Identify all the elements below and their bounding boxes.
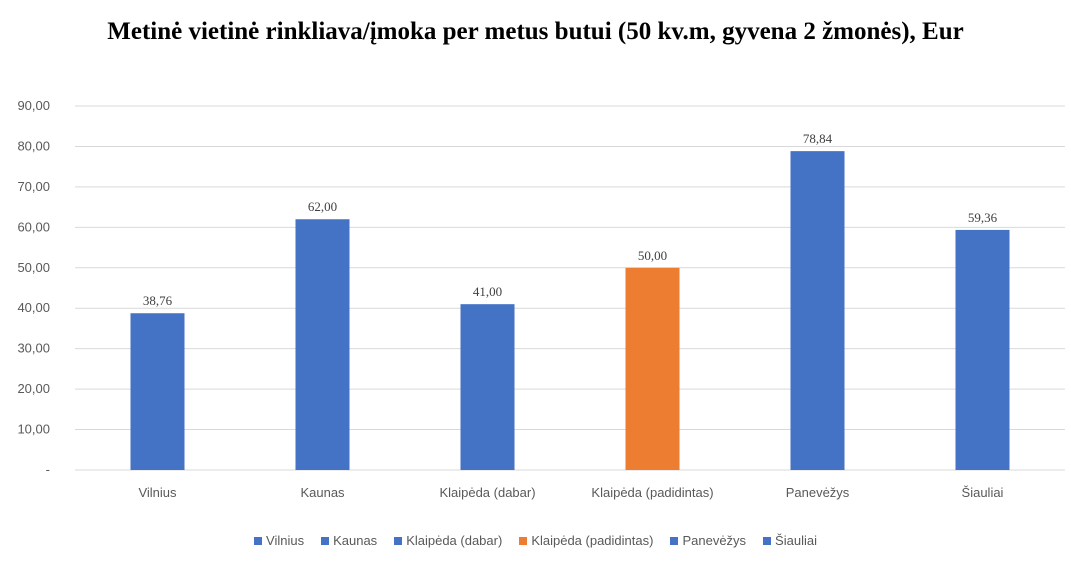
legend-item: Šiauliai [763,533,817,548]
data-label: 62,00 [308,199,337,214]
x-tick-label: Šiauliai [962,485,1004,500]
bar [460,304,515,470]
legend-label: Šiauliai [775,533,817,548]
data-label: 78,84 [803,131,833,146]
legend-swatch [519,536,528,545]
legend-swatch [394,536,403,545]
legend-item: Klaipėda (dabar) [394,533,502,548]
legend-item: Kaunas [321,533,377,548]
legend-swatch [763,536,772,545]
data-label: 59,36 [968,210,998,225]
bar [790,151,845,471]
y-tick-label: 20,00 [17,381,50,396]
legend-label: Klaipėda (padidintas) [531,533,654,548]
x-tick-label: Panevėžys [786,485,850,500]
y-tick-label: 80,00 [17,138,50,153]
data-label: 50,00 [638,248,667,263]
x-tick-label: Klaipėda (padidintas) [591,485,713,500]
y-tick-label: 60,00 [17,219,50,234]
legend-item: Vilnius [254,533,304,548]
x-tick-label: Klaipėda (dabar) [439,485,535,500]
y-tick-label: 50,00 [17,260,50,275]
legend-label: Panevėžys [682,533,747,548]
legend-label: Kaunas [333,533,378,548]
y-tick-label: 40,00 [17,300,50,315]
bar [625,267,680,470]
bar [955,229,1010,470]
bar [295,219,350,470]
x-tick-label: Kaunas [300,485,345,500]
data-label: 38,76 [143,293,173,308]
legend-item: Panevėžys [670,533,746,548]
legend-item: Klaipėda (padidintas) [519,533,653,548]
x-tick-label: Vilnius [138,485,177,500]
legend-swatch [670,536,679,545]
legend-label: Klaipėda (dabar) [406,533,503,548]
y-tick-label: 70,00 [17,179,50,194]
legend-swatch [254,536,263,545]
y-tick-label: 10,00 [17,422,50,437]
legend-swatch [321,536,330,545]
y-tick-label: 30,00 [17,341,50,356]
data-label: 41,00 [473,284,502,299]
bar [130,313,185,470]
y-tick-label: 90,00 [17,98,50,113]
legend: Vilnius Kaunas Klaipėda (dabar) Klaipėda (p… [0,533,1071,548]
chart-title: Metinė vietinė rinkliava/įmoka per metus… [107,18,964,45]
legend-label: Vilnius [266,533,305,548]
y-tick-label: - [46,462,50,477]
